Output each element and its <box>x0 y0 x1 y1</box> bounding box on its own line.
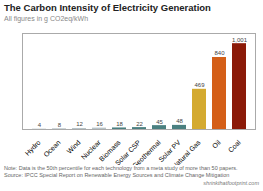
svg-text:Ocean: Ocean <box>42 139 62 159</box>
svg-text:Geothermal: Geothermal <box>131 139 162 166</box>
svg-text:Coal: Coal <box>227 139 242 154</box>
svg-text:8: 8 <box>58 122 62 128</box>
svg-text:22: 22 <box>136 121 143 127</box>
svg-text:12: 12 <box>76 122 83 128</box>
svg-text:4: 4 <box>38 122 42 128</box>
svg-text:Solar PV: Solar PV <box>157 139 182 164</box>
svg-text:48: 48 <box>176 119 183 125</box>
html-text:All figures in g CO2eq/kWh: All figures in g CO2eq/kWh <box>4 14 88 22</box>
svg-text:Natural Gas: Natural Gas <box>170 139 202 166</box>
svg-text:45: 45 <box>156 119 163 125</box>
svg-text:Biomass: Biomass <box>97 139 122 163</box>
svg-text:1,001: 1,001 <box>232 37 248 43</box>
svg-text:Hydro: Hydro <box>24 139 43 158</box>
svg-text:Oil: Oil <box>211 139 222 150</box>
svg-text:18: 18 <box>116 121 123 127</box>
svg-text:Wind: Wind <box>66 139 82 155</box>
html-text:Note: Data is the 50th percent: Note: Data is the 50th percentile for ea… <box>4 165 238 179</box>
html-text:The Carbon Intensity of Electr: The Carbon Intensity of Electricity Gene… <box>4 2 211 13</box>
svg-text:Nuclear: Nuclear <box>79 139 102 161</box>
html-text:shrinkthatfootprint.com: shrinkthatfootprint.com <box>203 179 259 186</box>
svg-text:16: 16 <box>96 121 103 127</box>
svg-text:840: 840 <box>214 51 225 57</box>
svg-text:469: 469 <box>194 83 205 89</box>
